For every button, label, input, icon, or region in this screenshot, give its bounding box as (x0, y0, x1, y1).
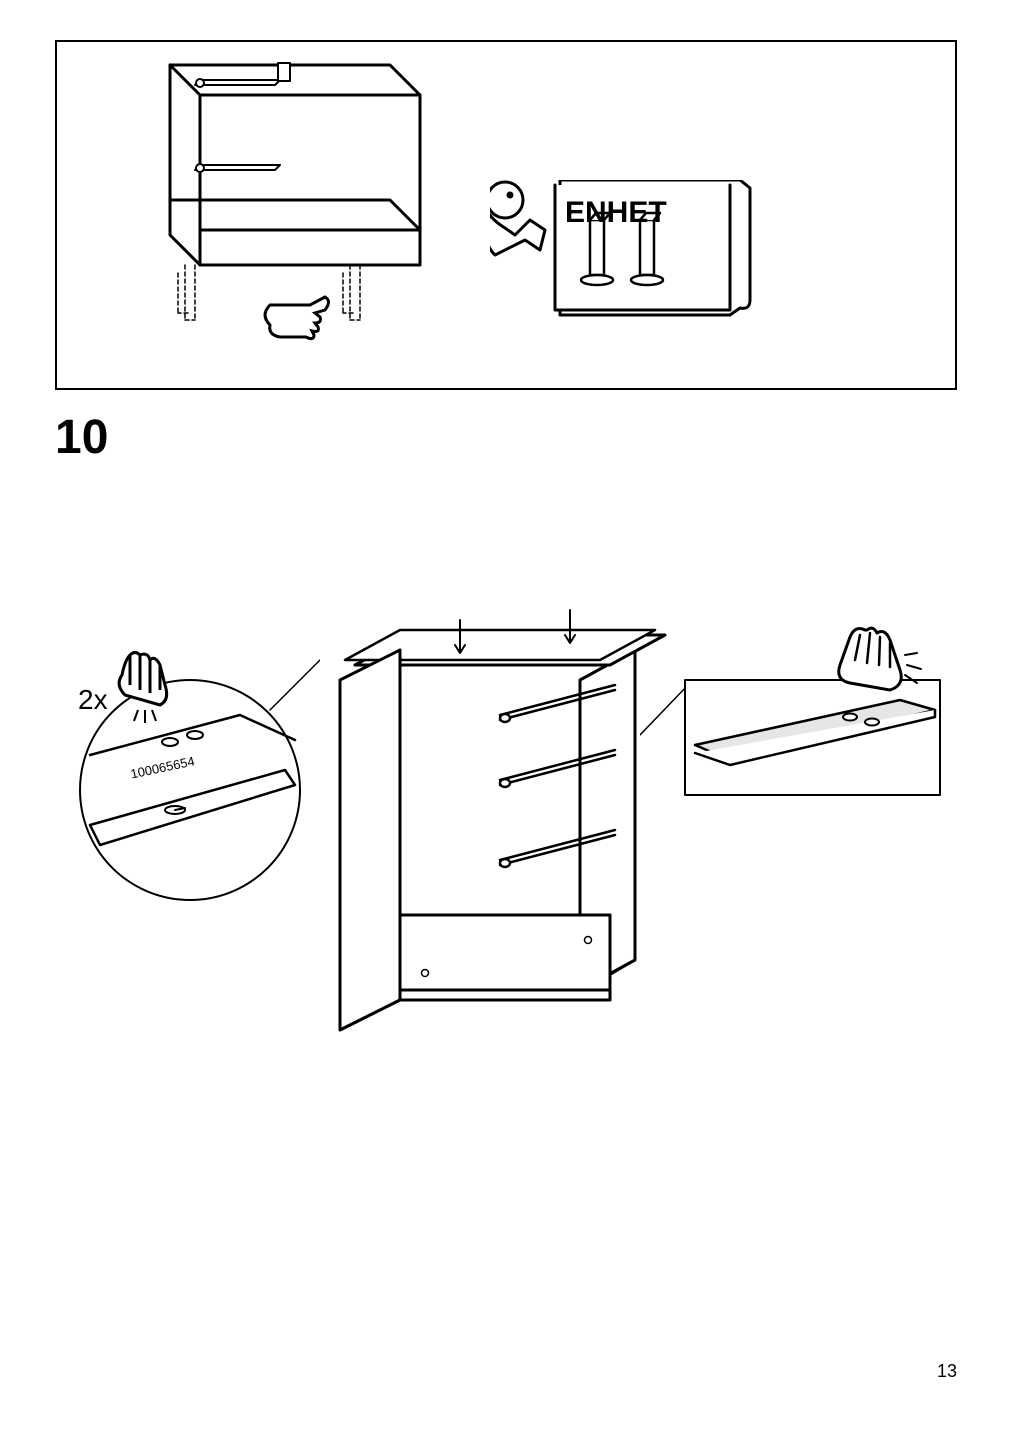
press-panel-detail (640, 625, 950, 805)
manual-title-label: ENHET (565, 196, 667, 230)
page-number: 13 (937, 1361, 957, 1382)
main-assembly-diagram (270, 605, 700, 1075)
step-number: 10 (55, 410, 108, 465)
quantity-label: 2x (78, 684, 108, 716)
cabinet-legs-diagram (100, 55, 430, 365)
